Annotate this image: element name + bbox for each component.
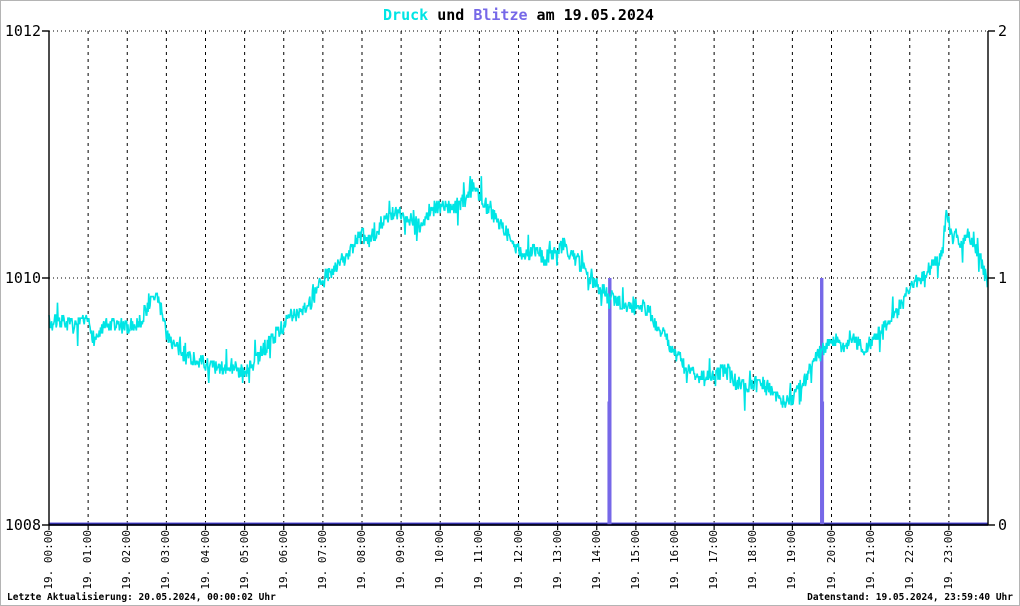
last-update-text: Letzte Aktualisierung: 20.05.2024, 00:00… (7, 592, 276, 603)
x-tick-label: 19. 07:00 (315, 530, 329, 590)
x-tick-label: 19. 14:00 (589, 530, 603, 590)
x-tick-label: 19. 23:00 (941, 530, 955, 590)
x-tick-label: 19. 11:00 (472, 530, 486, 590)
x-tick-label: 19. 06:00 (276, 530, 290, 590)
y-tick-label-right: 2 (998, 22, 1008, 40)
y-tick-label-left: 1010 (4, 269, 41, 287)
x-tick-label: 19. 16:00 (668, 530, 681, 590)
x-tick-label: 19. 18:00 (746, 530, 760, 590)
x-tick-label: 19. 22:00 (902, 530, 916, 590)
x-tick-label: 19. 03:00 (159, 530, 173, 590)
x-tick-label: 19. 02:00 (120, 530, 134, 590)
x-tick-label: 19. 19:00 (785, 530, 799, 590)
x-tick-label: 19. 10:00 (433, 530, 447, 590)
druck-line (48, 176, 989, 411)
x-tick-label: 19. 17:00 (707, 530, 721, 590)
x-tick-label: 19. 12:00 (511, 530, 525, 590)
y-tick-label-left: 1012 (4, 22, 41, 40)
y-tick-label-left: 1008 (4, 516, 41, 534)
x-tick-label: 19. 01:00 (81, 530, 95, 590)
x-tick-label: 19. 08:00 (355, 530, 368, 590)
x-tick-label: 19. 00:00 (42, 530, 55, 590)
title-date: am 19.05.2024 (527, 6, 654, 24)
x-tick-label: 19. 15:00 (628, 530, 642, 590)
x-tick-label: 19. 09:00 (394, 530, 408, 590)
title-connector: und (428, 6, 474, 24)
x-tick-label: 19. 13:00 (550, 530, 564, 590)
chart-title: Druck und Blitze am 19.05.2024 (49, 6, 988, 24)
data-state-text: Datenstand: 19.05.2024, 23:59:40 Uhr (807, 592, 1013, 603)
title-series-blitze: Blitze (473, 6, 528, 24)
x-tick-label: 19. 20:00 (824, 530, 838, 590)
y-tick-label-right: 0 (998, 516, 1008, 534)
y-tick-label-right: 1 (998, 269, 1008, 287)
title-series-druck: Druck (383, 6, 429, 24)
x-tick-label: 19. 21:00 (863, 530, 877, 590)
x-tick-label: 19. 04:00 (198, 530, 212, 590)
x-tick-label: 19. 05:00 (237, 530, 251, 590)
